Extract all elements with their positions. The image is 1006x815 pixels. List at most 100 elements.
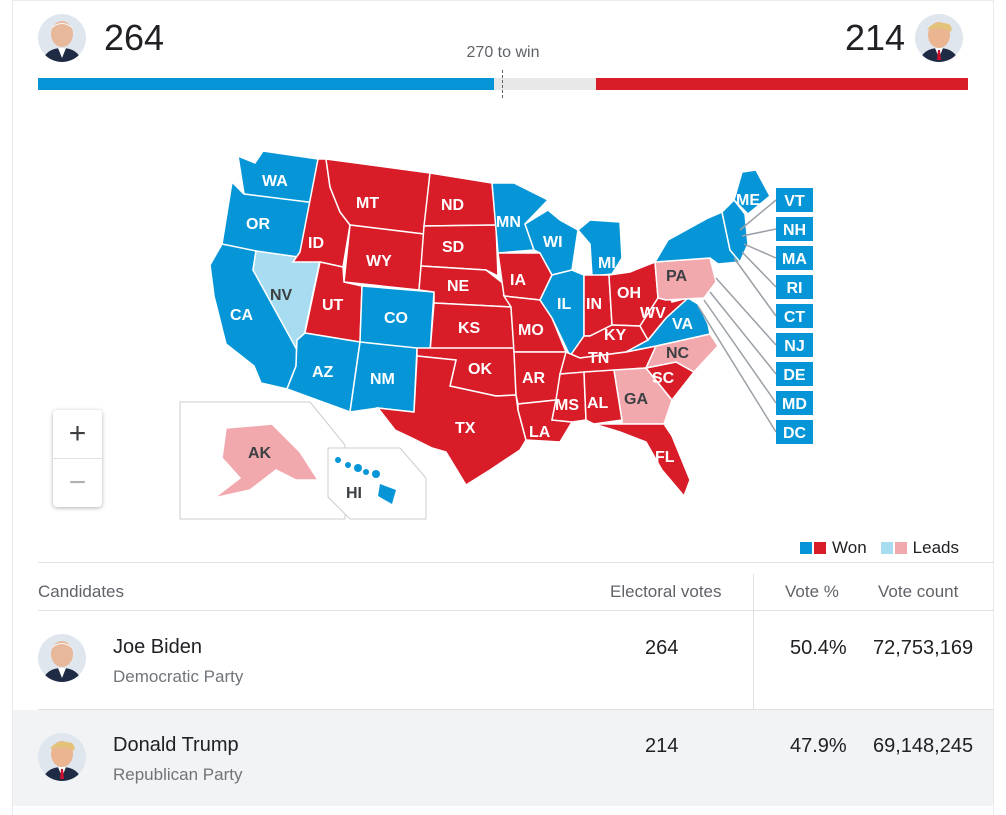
trump-name[interactable]: Donald Trump <box>113 734 239 756</box>
svg-text:AR: AR <box>522 370 546 387</box>
small-state-box-dc[interactable] <box>776 420 813 444</box>
svg-text:CA: CA <box>230 307 254 324</box>
table-top-divider <box>38 562 994 563</box>
svg-text:OH: OH <box>617 285 641 302</box>
svg-text:WV: WV <box>640 305 666 322</box>
svg-text:KS: KS <box>458 320 481 337</box>
svg-text:AK: AK <box>248 445 272 462</box>
svg-text:KY: KY <box>604 327 627 344</box>
svg-text:MS: MS <box>555 397 579 414</box>
svg-text:PA: PA <box>666 268 687 285</box>
small-state-label-md: MD <box>782 396 807 413</box>
header-vote-count: Vote count <box>878 582 959 601</box>
leader-lines <box>697 199 777 433</box>
trump-vote-pct: 47.9% <box>790 735 847 757</box>
small-state-label-ri: RI <box>787 280 803 297</box>
svg-text:LA: LA <box>529 424 551 441</box>
trump-electoral: 214 <box>645 735 679 757</box>
small-state-label-de: DE <box>783 367 806 384</box>
state-fl[interactable] <box>593 423 691 498</box>
small-state-box-ct[interactable] <box>776 304 813 328</box>
biden-electoral-total: 264 <box>104 17 165 58</box>
zoom-control: + − <box>53 410 102 507</box>
column-divider <box>753 574 754 709</box>
small-state-box-vt[interactable] <box>776 188 813 212</box>
results-card <box>12 0 994 815</box>
dem-won-swatch <box>800 542 812 554</box>
trump-avatar <box>915 14 963 62</box>
rep-won-swatch <box>814 542 826 554</box>
biden-party: Democratic Party <box>113 667 244 686</box>
header-vote-pct: Vote % <box>785 582 839 601</box>
svg-text:IL: IL <box>557 296 571 313</box>
small-state-box-de[interactable] <box>776 362 813 386</box>
small-state-label-nh: NH <box>783 222 806 239</box>
svg-text:WY: WY <box>366 253 392 270</box>
biden-vote-count: 72,753,169 <box>873 637 974 659</box>
svg-text:CO: CO <box>384 310 408 327</box>
svg-text:VA: VA <box>672 316 693 333</box>
small-state-box-ri[interactable] <box>776 275 813 299</box>
small-state-box-nj[interactable] <box>776 333 813 357</box>
small-state-box-ma[interactable] <box>776 246 813 270</box>
leads-state-labels: NV PA NC GA AK HI <box>248 268 690 502</box>
row-divider <box>38 709 994 710</box>
biden-vote-pct: 50.4% <box>790 637 847 659</box>
state-tx[interactable] <box>376 355 527 487</box>
svg-text:IA: IA <box>510 272 526 289</box>
biden-avatar <box>38 14 86 62</box>
legend-leads-label: Leads <box>912 538 959 557</box>
svg-text:NY: NY <box>688 200 711 217</box>
threshold-marker <box>502 70 503 98</box>
svg-text:TN: TN <box>588 350 609 367</box>
small-state-label-dc: DC <box>783 425 807 442</box>
small-state-box-md[interactable] <box>776 391 813 415</box>
small-state-label-vt: VT <box>784 193 805 210</box>
svg-text:FL: FL <box>655 449 675 466</box>
state-mi[interactable] <box>576 219 623 277</box>
svg-text:AZ: AZ <box>312 364 334 381</box>
zoom-out-button[interactable]: − <box>68 466 87 499</box>
header-divider <box>38 610 994 611</box>
dem-leads-swatch <box>880 542 893 554</box>
small-state-boxes[interactable]: VT NH MA RI CT NJ DE MD DC <box>776 188 813 444</box>
svg-text:GA: GA <box>624 391 648 408</box>
svg-text:WI: WI <box>543 234 563 251</box>
small-state-box-nh[interactable] <box>776 217 813 241</box>
hawaii-inset-frame <box>327 447 427 520</box>
biden-name[interactable]: Joe Biden <box>113 636 202 658</box>
biden-electoral: 264 <box>645 637 679 659</box>
header-candidates: Candidates <box>38 582 125 601</box>
zoom-in-button[interactable]: + <box>53 410 102 459</box>
svg-text:SD: SD <box>442 239 464 256</box>
svg-text:MI: MI <box>598 255 616 272</box>
to-win-label: 270 to win <box>466 44 540 61</box>
small-state-label-ma: MA <box>782 251 807 268</box>
trump-vote-count: 69,148,245 <box>873 735 974 757</box>
svg-text:NM: NM <box>370 371 395 388</box>
svg-text:MO: MO <box>518 322 544 339</box>
svg-text:NV: NV <box>270 287 293 304</box>
state-ak[interactable] <box>213 423 320 499</box>
state-hi[interactable] <box>335 457 396 504</box>
biden-row-avatar <box>38 634 86 682</box>
state-al[interactable] <box>583 369 623 425</box>
svg-text:MN: MN <box>496 214 521 231</box>
svg-text:OR: OR <box>246 216 270 233</box>
state-sd[interactable] <box>420 224 499 278</box>
legend-won-label: Won <box>832 538 867 557</box>
rep-leads-swatch <box>894 542 907 554</box>
svg-text:OK: OK <box>468 361 492 378</box>
small-state-label-ct: CT <box>784 309 806 326</box>
svg-text:SC: SC <box>652 370 675 387</box>
trump-party: Republican Party <box>113 765 243 784</box>
rep-progress-bar <box>596 78 968 90</box>
trump-row-background <box>13 710 993 806</box>
svg-text:IN: IN <box>586 296 602 313</box>
svg-text:WA: WA <box>262 173 288 190</box>
state-labels: WA OR CA ID MT WY UT CO AZ NM ND SD NE KS OK TX MN I… <box>230 173 760 466</box>
state-me[interactable] <box>733 169 771 216</box>
us-election-map[interactable]: WA OR CA ID MT WY UT CO AZ NM ND SD NE KS OK TX MN I… <box>0 0 1006 530</box>
svg-text:AL: AL <box>587 395 609 412</box>
svg-text:NC: NC <box>666 345 690 362</box>
